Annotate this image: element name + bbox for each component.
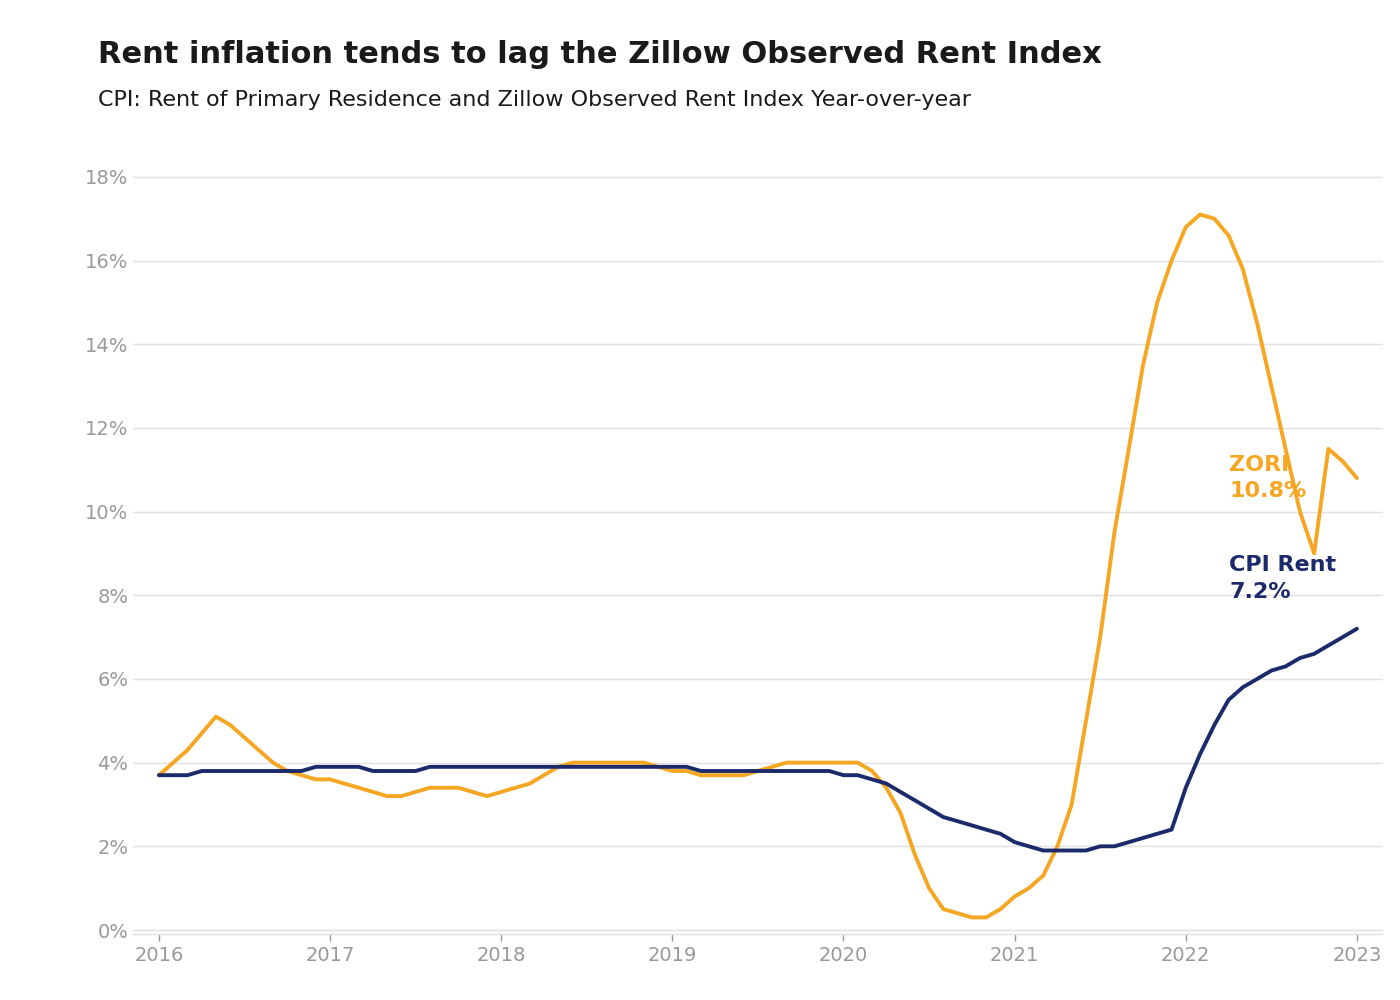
Text: CPI: Rent of Primary Residence and Zillow Observed Rent Index Year-over-year: CPI: Rent of Primary Residence and Zillo… — [98, 90, 972, 110]
Text: CPI Rent
7.2%: CPI Rent 7.2% — [1229, 555, 1336, 602]
Text: Rent inflation tends to lag the Zillow Observed Rent Index: Rent inflation tends to lag the Zillow O… — [98, 40, 1102, 69]
Text: ZORI
10.8%: ZORI 10.8% — [1229, 455, 1306, 501]
